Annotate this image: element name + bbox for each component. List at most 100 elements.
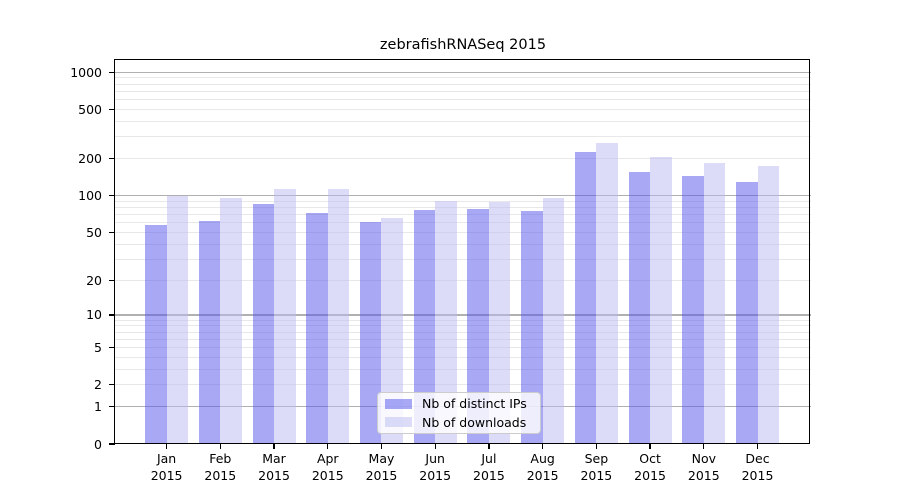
chart-title: zebrafishRNASeq 2015 bbox=[379, 37, 547, 53]
gridline-minor bbox=[115, 356, 811, 358]
legend-swatch-distinct-ips bbox=[385, 398, 412, 409]
gridline-minor bbox=[115, 90, 811, 92]
x-tick-mark bbox=[595, 444, 597, 449]
x-tick-mark bbox=[327, 444, 329, 449]
gridline-minor bbox=[115, 384, 811, 386]
gridline-minor bbox=[115, 368, 811, 370]
y-tick-mark bbox=[109, 384, 115, 386]
gridline-minor bbox=[115, 77, 811, 79]
bar-downloads-mar bbox=[274, 188, 296, 444]
legend-label-distinct-ips: Nb of distinct IPs bbox=[422, 396, 527, 412]
bar-downloads-sep bbox=[596, 143, 618, 444]
y-tick-mark bbox=[109, 195, 115, 197]
x-tick-label: Apr 2015 bbox=[311, 451, 344, 483]
bar-downloads-jul bbox=[488, 201, 511, 444]
x-tick-label: Oct 2015 bbox=[634, 451, 666, 483]
bar-downloads-jun bbox=[435, 200, 457, 444]
x-tick-label: Jul 2015 bbox=[473, 451, 505, 483]
gridline-minor bbox=[115, 207, 811, 209]
bar-downloads-apr bbox=[327, 189, 350, 444]
bar-distinct-ips-dec bbox=[736, 182, 758, 444]
x-tick-mark bbox=[273, 444, 275, 449]
y-tick-mark bbox=[109, 347, 115, 349]
y-tick-mark bbox=[109, 231, 115, 234]
legend-label-downloads: Nb of downloads bbox=[422, 414, 527, 430]
x-tick-mark bbox=[166, 444, 168, 449]
gridline-minor bbox=[115, 136, 811, 138]
x-tick-mark bbox=[756, 444, 759, 449]
x-tick-label: May 2015 bbox=[365, 451, 398, 483]
bar-distinct-ips-jun bbox=[413, 209, 436, 444]
legend-item-downloads: Nb of downloads bbox=[378, 414, 540, 430]
x-tick-mark bbox=[488, 444, 490, 449]
x-tick-label: Mar 2015 bbox=[258, 451, 290, 483]
bar-downloads-feb bbox=[220, 198, 242, 444]
x-tick-mark bbox=[380, 444, 383, 449]
y-tick-label: 200 bbox=[78, 151, 102, 167]
bar-distinct-ips-may bbox=[359, 221, 382, 444]
x-tick-mark bbox=[434, 444, 436, 449]
y-tick-label: 50 bbox=[86, 224, 102, 240]
y-tick-label: 500 bbox=[78, 102, 102, 118]
gridline-minor bbox=[115, 158, 811, 160]
legend-item-distinct-ips: Nb of distinct IPs bbox=[378, 396, 540, 412]
x-tick-label: Jun 2015 bbox=[419, 451, 452, 483]
gridline-minor bbox=[115, 325, 811, 327]
gridline-minor bbox=[115, 99, 811, 101]
x-tick-mark bbox=[219, 444, 221, 449]
y-tick-mark bbox=[109, 108, 115, 111]
gridline-major bbox=[115, 195, 811, 197]
x-tick-label: Aug 2015 bbox=[526, 451, 559, 483]
x-tick-label: Jan 2015 bbox=[150, 451, 183, 483]
bar-downloads-dec bbox=[757, 165, 780, 444]
bar-downloads-jan bbox=[166, 195, 189, 444]
bar-distinct-ips-jul bbox=[467, 208, 489, 444]
plot-frame bbox=[114, 59, 810, 444]
bar-downloads-may bbox=[381, 217, 403, 444]
y-tick-mark bbox=[109, 71, 115, 73]
x-tick-label: Nov 2015 bbox=[687, 451, 720, 483]
x-tick-label: Sep 2015 bbox=[580, 451, 613, 483]
y-tick-label: 10 bbox=[86, 307, 102, 323]
x-tick-label: Feb 2015 bbox=[204, 451, 237, 483]
gridline-minor bbox=[115, 243, 811, 245]
gridline-minor bbox=[115, 347, 811, 349]
gridline-major bbox=[115, 71, 811, 73]
gridline-minor bbox=[115, 258, 811, 260]
gridline-major bbox=[115, 314, 811, 316]
legend-swatch-downloads bbox=[385, 417, 412, 428]
y-tick-mark bbox=[109, 314, 115, 316]
gridline-minor bbox=[115, 214, 811, 216]
y-tick-label: 0 bbox=[94, 436, 102, 452]
bar-distinct-ips-apr bbox=[306, 213, 328, 444]
gridline-minor bbox=[115, 109, 811, 111]
gridline-minor bbox=[115, 338, 811, 340]
legend: Nb of distinct IPs Nb of downloads bbox=[377, 392, 541, 434]
y-tick-label: 5 bbox=[94, 340, 102, 356]
gridline-minor bbox=[115, 319, 811, 321]
x-tick-label: Dec 2015 bbox=[741, 451, 774, 483]
bar-distinct-ips-feb bbox=[198, 221, 221, 444]
bar-distinct-ips-jan bbox=[145, 224, 167, 444]
y-tick-label: 1 bbox=[94, 399, 102, 415]
gridline-minor bbox=[115, 121, 811, 123]
y-tick-label: 20 bbox=[86, 272, 102, 288]
gridline-minor bbox=[115, 331, 811, 333]
y-tick-label: 100 bbox=[78, 188, 102, 204]
y-tick-mark bbox=[109, 443, 115, 445]
gridline-minor bbox=[115, 222, 811, 224]
bar-downloads-aug bbox=[542, 198, 565, 444]
x-tick-mark bbox=[649, 444, 651, 449]
x-tick-mark bbox=[703, 444, 705, 449]
y-tick-mark bbox=[109, 279, 115, 281]
gridline-minor bbox=[115, 231, 811, 233]
bar-downloads-nov bbox=[703, 163, 726, 444]
gridline-minor bbox=[115, 279, 811, 281]
x-tick-mark bbox=[542, 444, 544, 449]
bar-distinct-ips-nov bbox=[682, 175, 704, 444]
bar-distinct-ips-aug bbox=[521, 211, 543, 444]
bar-distinct-ips-mar bbox=[252, 203, 275, 444]
y-tick-mark bbox=[109, 406, 115, 408]
